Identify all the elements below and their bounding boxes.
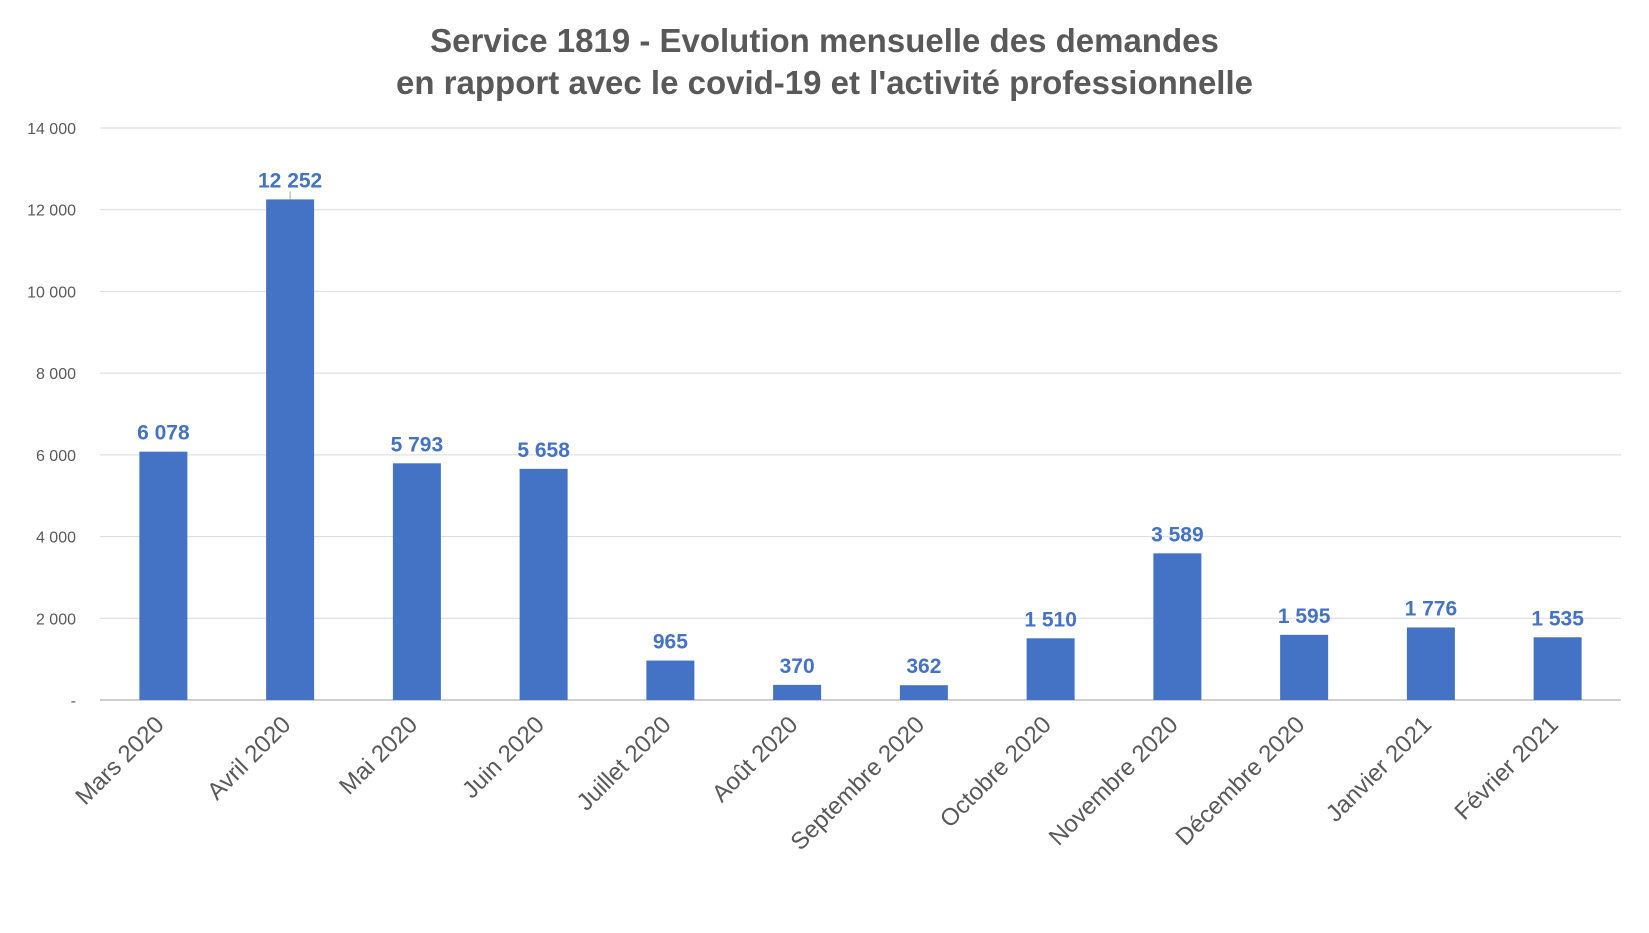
data-label: 965 xyxy=(653,631,688,654)
x-category-label: Juillet 2020 xyxy=(572,711,677,816)
gridlines xyxy=(100,127,1621,701)
bars xyxy=(139,199,1582,701)
y-tick-label: 2 000 xyxy=(36,611,76,628)
y-tick-label: 4 000 xyxy=(36,530,76,547)
data-labels: 6 078 12 252 5 793 5 658 965 370 362 1 510 3 589… xyxy=(137,169,1584,678)
x-category-label: Décembre 2020 xyxy=(1171,711,1311,851)
bar xyxy=(1406,627,1455,700)
y-tick-label: 10 000 xyxy=(27,284,76,301)
bar xyxy=(519,468,568,700)
x-category-label: Avril 2020 xyxy=(202,711,296,805)
bar xyxy=(899,685,948,700)
bar xyxy=(392,463,441,700)
y-tick-label: 12 000 xyxy=(27,203,76,220)
data-label: 6 078 xyxy=(137,422,190,445)
y-axis-tick-labels: - 2 000 4 000 6 000 8 000 10 000 12 000 14 000 xyxy=(27,121,76,710)
bar xyxy=(1280,634,1329,700)
x-category-label: Février 2021 xyxy=(1450,711,1564,825)
x-category-label: Septembre 2020 xyxy=(786,711,931,856)
y-tick-label: 6 000 xyxy=(36,448,76,465)
chart-title-line-1: Service 1819 - Evolution mensuelle des d… xyxy=(430,22,1219,59)
chart-title-line-2: en rapport avec le covid-19 et l'activit… xyxy=(396,64,1253,101)
bar xyxy=(646,660,695,700)
data-label: 1 535 xyxy=(1531,607,1584,630)
y-tick-label: - xyxy=(71,693,76,710)
x-category-label: Août 2020 xyxy=(707,711,803,807)
y-tick-label: 14 000 xyxy=(27,121,76,138)
bar xyxy=(266,199,315,701)
y-tick-label: 8 000 xyxy=(36,366,76,383)
data-label: 5 658 xyxy=(517,439,570,462)
bar xyxy=(1026,638,1075,700)
bar xyxy=(139,451,188,700)
data-label: 3 589 xyxy=(1151,523,1204,546)
x-category-label: Novembre 2020 xyxy=(1044,711,1184,851)
bar xyxy=(1533,637,1582,700)
bar xyxy=(773,684,822,700)
data-label: 362 xyxy=(906,655,941,678)
x-category-label: Janvier 2021 xyxy=(1321,711,1437,827)
data-label: 370 xyxy=(780,655,815,678)
data-label: 1 595 xyxy=(1278,605,1331,628)
data-label: 5 793 xyxy=(391,433,444,456)
bar xyxy=(1153,553,1202,700)
data-label: 1 510 xyxy=(1024,608,1077,631)
x-category-label: Mai 2020 xyxy=(334,711,423,800)
x-category-label: Octobre 2020 xyxy=(935,711,1057,833)
x-category-label: Juin 2020 xyxy=(457,711,550,804)
x-category-label: Mars 2020 xyxy=(70,711,169,810)
x-axis-category-labels: Mars 2020 Avril 2020 Mai 2020 Juin 2020 Juil… xyxy=(70,711,1564,856)
data-label: 1 776 xyxy=(1405,597,1458,620)
data-label: 12 252 xyxy=(258,169,322,192)
